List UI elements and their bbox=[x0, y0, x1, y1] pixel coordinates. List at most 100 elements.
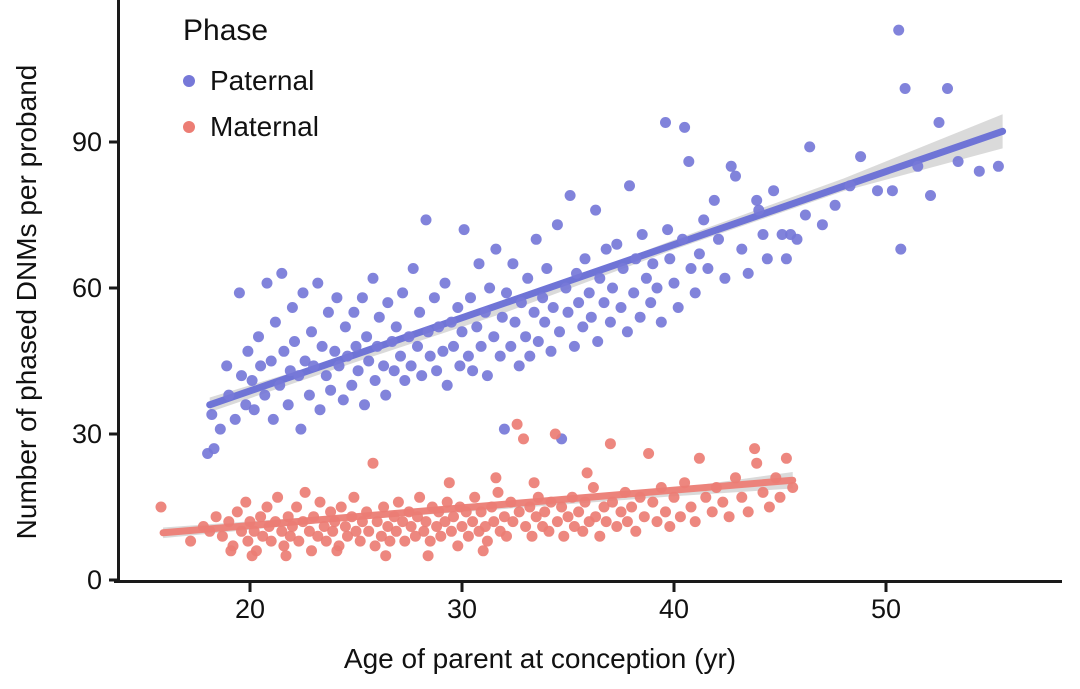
maternal-point bbox=[590, 511, 602, 523]
maternal-point bbox=[185, 535, 197, 547]
maternal-point bbox=[433, 506, 445, 518]
paternal-point bbox=[297, 287, 309, 299]
maternal-point bbox=[481, 535, 493, 547]
paternal-point bbox=[325, 384, 337, 396]
maternal-point bbox=[674, 511, 686, 523]
paternal-point bbox=[702, 263, 714, 274]
paternal-point bbox=[361, 331, 373, 343]
paternal-point bbox=[322, 306, 334, 318]
paternal-point bbox=[804, 141, 816, 153]
paternal-point bbox=[448, 340, 459, 352]
paternal-point bbox=[524, 350, 536, 362]
maternal-point bbox=[293, 535, 305, 547]
paternal-point bbox=[473, 258, 485, 270]
paternal-point bbox=[414, 306, 426, 318]
paternal-point bbox=[363, 355, 375, 367]
paternal-point bbox=[380, 389, 392, 401]
paternal-point bbox=[246, 375, 258, 386]
paternal-point bbox=[267, 413, 279, 425]
maternal-point bbox=[297, 516, 309, 528]
maternal-point bbox=[409, 530, 421, 542]
maternal-point bbox=[600, 516, 612, 528]
paternal-point bbox=[352, 365, 364, 377]
paternal-point bbox=[397, 287, 409, 299]
maternal-point bbox=[643, 448, 655, 459]
paternal-point bbox=[668, 277, 680, 289]
maternal-point bbox=[730, 472, 741, 484]
paternal-point bbox=[342, 350, 353, 362]
maternal-point bbox=[388, 511, 400, 523]
paternal-point bbox=[547, 302, 559, 313]
paternal-point bbox=[208, 443, 220, 455]
paternal-point bbox=[528, 306, 540, 318]
paternal-point bbox=[312, 277, 324, 289]
paternal-point bbox=[289, 336, 300, 347]
paternal-point bbox=[571, 267, 582, 279]
maternal-point bbox=[397, 516, 409, 528]
paternal-point bbox=[265, 355, 277, 367]
paternal-point bbox=[761, 253, 773, 265]
paternal-point bbox=[725, 160, 737, 172]
maternal-point bbox=[265, 535, 277, 547]
paternal-point bbox=[306, 326, 317, 338]
paternal-point bbox=[206, 409, 218, 420]
legend-label-paternal: Paternal bbox=[210, 65, 315, 96]
paternal-point bbox=[445, 316, 457, 328]
paternal-point bbox=[390, 321, 402, 333]
paternal-point bbox=[594, 272, 606, 284]
maternal-point bbox=[350, 525, 362, 537]
paternal-point bbox=[672, 302, 684, 313]
paternal-point bbox=[886, 185, 898, 197]
paternal-point bbox=[615, 302, 627, 313]
maternal-point bbox=[664, 521, 676, 532]
maternal-point bbox=[668, 491, 680, 503]
legend-title: Phase bbox=[183, 14, 269, 47]
paternal-point bbox=[515, 297, 527, 309]
maternal-point bbox=[477, 545, 489, 557]
paternal-point bbox=[564, 190, 576, 201]
maternal-point bbox=[314, 496, 326, 508]
paternal-point bbox=[636, 229, 648, 240]
paternal-marker-icon bbox=[183, 75, 195, 87]
paternal-point bbox=[242, 345, 254, 357]
paternal-point bbox=[371, 340, 383, 352]
paternal-point bbox=[655, 316, 667, 328]
paternal-point bbox=[507, 258, 519, 270]
maternal-point bbox=[479, 521, 491, 532]
maternal-point bbox=[356, 516, 368, 528]
maternal-point bbox=[679, 477, 691, 489]
paternal-point bbox=[651, 282, 663, 294]
paternal-point bbox=[424, 350, 436, 362]
maternal-point bbox=[333, 540, 345, 552]
maternal-point bbox=[261, 501, 273, 513]
paternal-point bbox=[378, 360, 390, 372]
maternal-point bbox=[526, 530, 538, 542]
paternal-point bbox=[925, 190, 936, 201]
maternal-point bbox=[418, 525, 430, 537]
maternal-point bbox=[216, 530, 228, 542]
y-tick-label: 60 bbox=[72, 273, 102, 303]
maternal-point bbox=[655, 482, 667, 493]
paternal-point bbox=[585, 311, 597, 323]
paternal-point bbox=[568, 340, 580, 352]
maternal-point bbox=[558, 530, 570, 542]
paternal-point bbox=[467, 365, 479, 377]
paternal-point bbox=[573, 297, 585, 309]
maternal-point bbox=[255, 511, 267, 523]
paternal-point bbox=[689, 287, 701, 299]
maternal-point bbox=[647, 496, 659, 508]
maternal-point bbox=[638, 511, 650, 523]
maternal-point bbox=[562, 511, 574, 523]
maternal-point bbox=[524, 501, 536, 513]
y-tick-label: 0 bbox=[87, 565, 102, 595]
paternal-point bbox=[488, 331, 500, 343]
paternal-point bbox=[757, 229, 769, 240]
paternal-point bbox=[337, 394, 349, 406]
paternal-point bbox=[439, 277, 451, 289]
paternal-point bbox=[369, 375, 381, 386]
paternal-point bbox=[522, 272, 534, 284]
maternal-point bbox=[749, 443, 761, 455]
maternal-point bbox=[545, 496, 557, 508]
paternal-point bbox=[780, 253, 792, 265]
